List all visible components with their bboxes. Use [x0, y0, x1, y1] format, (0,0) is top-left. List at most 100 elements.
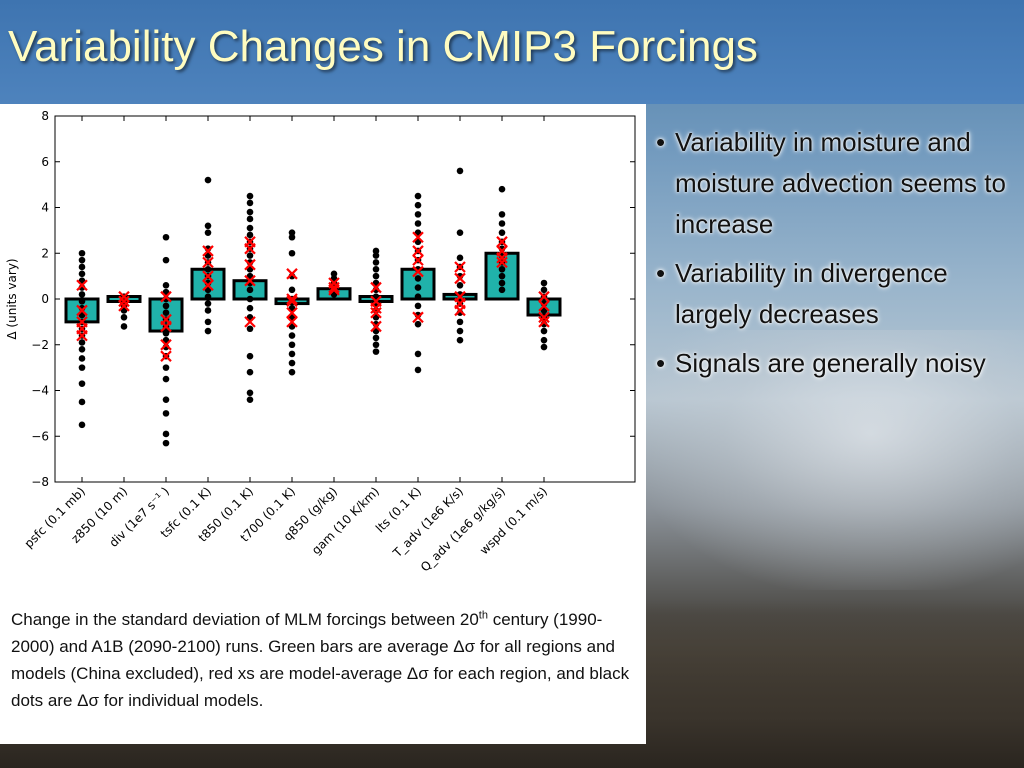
region-cross [538, 311, 550, 324]
model-dot [498, 211, 506, 218]
model-dot [372, 341, 380, 349]
region-cross [244, 242, 256, 255]
model-dot [78, 421, 86, 429]
region-cross [454, 304, 466, 317]
figure-caption: Change in the standard deviation of MLM … [11, 606, 639, 714]
model-dot [540, 343, 548, 351]
model-dot [120, 314, 128, 321]
bullet-text: Signals are generally noisy [675, 348, 986, 378]
region-cross [202, 245, 214, 257]
caption-text-1: Change in the standard deviation of MLM … [11, 610, 479, 629]
model-dot [456, 167, 464, 175]
region-cross [202, 279, 214, 292]
region-cross [370, 281, 382, 294]
region-cross [412, 231, 424, 244]
region-cross [160, 290, 172, 303]
model-dot [456, 229, 464, 236]
model-dot [456, 336, 464, 344]
region-cross [118, 300, 130, 312]
x-tick-label: T_adv (1e6 K/s) [390, 484, 467, 561]
model-dot [204, 307, 212, 314]
y-tick-label: 0 [41, 292, 49, 306]
model-dot [204, 176, 212, 184]
model-dot [204, 229, 212, 236]
model-dot [414, 350, 422, 358]
model-dot [162, 375, 170, 383]
model-dot [498, 279, 506, 287]
model-dot [330, 270, 338, 278]
model-dot [288, 341, 296, 349]
model-dot [162, 281, 170, 289]
model-dot [246, 231, 254, 239]
model-dot [498, 272, 506, 280]
region-cross [454, 272, 466, 285]
model-dot [78, 355, 86, 362]
region-crosses [76, 231, 550, 362]
region-cross [496, 236, 508, 248]
model-dot [246, 295, 254, 303]
model-dot [498, 185, 506, 193]
model-dot [498, 265, 506, 273]
region-cross [202, 256, 214, 269]
y-tick-label: 8 [41, 109, 49, 123]
model-dot [498, 229, 506, 236]
model-dot [414, 192, 422, 200]
model-dot [414, 320, 422, 328]
bullet-text: Variability in divergence largely decrea… [675, 258, 948, 329]
bullet-glyph: • [656, 348, 666, 378]
model-dot [456, 327, 464, 335]
model-dot [414, 293, 422, 301]
model-dot [78, 270, 86, 278]
region-cross [412, 265, 424, 278]
model-dot [372, 348, 380, 355]
model-dot [540, 327, 548, 335]
model-dot [78, 291, 86, 298]
region-cross [412, 254, 424, 266]
model-dot [456, 254, 464, 262]
bullet-glyph: • [656, 127, 666, 157]
model-dot [288, 229, 296, 236]
model-dot [162, 256, 170, 264]
region-cross [496, 256, 508, 269]
model-dot [78, 263, 86, 271]
model-dot [162, 396, 170, 403]
model-dot [288, 286, 296, 294]
region-cross [328, 281, 340, 294]
model-dot [414, 201, 422, 209]
model-dot [288, 368, 296, 376]
region-cross [412, 245, 424, 257]
model-dot [414, 211, 422, 218]
model-dot [246, 192, 254, 200]
model-dot [246, 215, 254, 223]
model-dot [246, 252, 254, 259]
model-dot [414, 275, 422, 282]
model-dot [78, 339, 86, 346]
figure-panel: −8 −6 −4 −2 0 2 4 6 8 psfc (0.1 mb) z850 (10 m) di… [0, 104, 646, 602]
region-cross [370, 306, 382, 319]
model-dot [372, 334, 380, 342]
region-cross [244, 258, 256, 271]
model-dot [414, 366, 422, 374]
model-dot [456, 318, 464, 326]
bullet-glyph: • [656, 258, 666, 288]
model-dot [246, 304, 254, 312]
model-dot [204, 222, 212, 230]
region-cross [454, 261, 466, 273]
model-dot [162, 302, 170, 310]
model-dot [204, 293, 212, 301]
region-cross [496, 252, 508, 264]
model-dot [246, 396, 254, 403]
model-dot [414, 302, 422, 310]
bullet-text: Variability in moisture and moisture adv… [675, 127, 1006, 239]
bullet-item: • Variability in divergence largely decre… [656, 253, 1018, 335]
model-dot [204, 318, 212, 326]
region-cross [244, 316, 256, 328]
region-cross [118, 295, 130, 308]
region-cross [286, 268, 298, 280]
model-dot [204, 265, 212, 273]
model-dot [456, 281, 464, 289]
model-dot [414, 220, 422, 227]
model-dot [246, 224, 254, 232]
model-dot [204, 327, 212, 335]
